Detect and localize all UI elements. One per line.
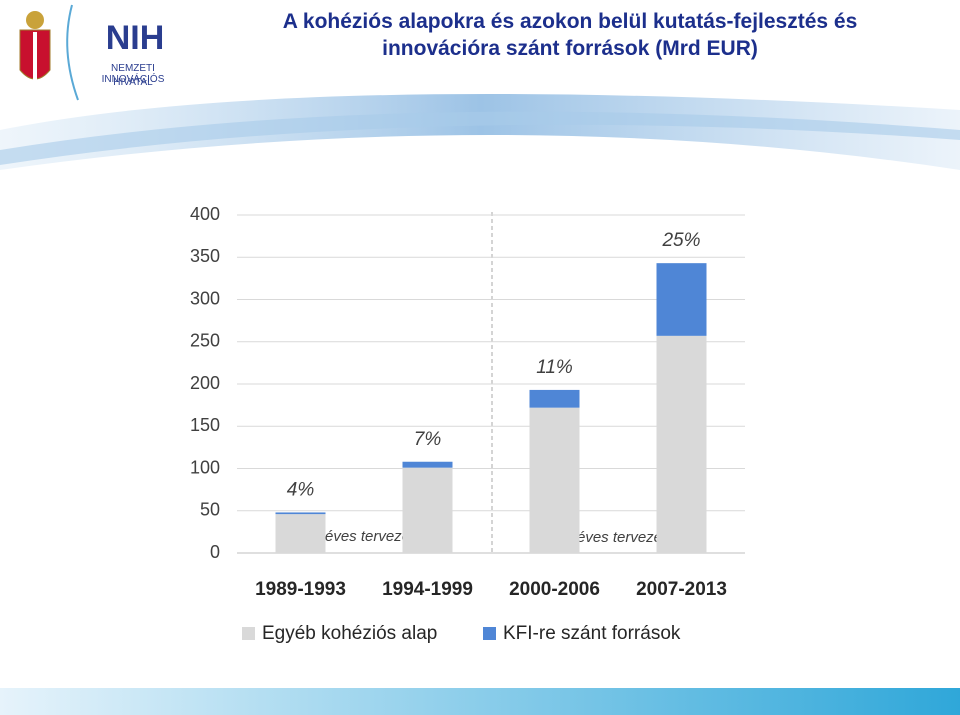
y-tick-label: 300 [190,288,220,308]
y-tick-label: 150 [190,415,220,435]
bar-segment [656,335,707,553]
legend-swatch [483,627,496,640]
header-swoosh [0,94,960,170]
legend-label: KFI-re szánt források [503,623,681,644]
y-tick-label: 350 [190,246,220,266]
bar-segment [529,407,580,553]
legend-label: Egyéb kohéziós alap [262,623,437,644]
y-tick-label: 50 [200,500,220,520]
bar-segment [656,263,707,336]
header-swoosh [0,111,960,165]
bar-label: 7% [414,429,442,450]
y-tick-label: 250 [190,331,220,351]
legend-swatch [242,627,255,640]
y-tick-label: 100 [190,457,220,477]
bar-label: 25% [661,230,700,251]
x-tick-label: 2000-2006 [509,579,600,600]
logo-text: NEMZETI INNOVÁCIÓS [101,63,165,85]
slide-title: A kohéziós alapokra és azokon belül kuta… [282,10,858,60]
y-tick-label: 400 [190,204,220,224]
footer-band [0,688,960,715]
bar-segment [402,461,453,468]
logo-text: HIVATAL [113,77,153,88]
period-note: 5 éves tervezés [312,528,418,545]
x-tick-label: 2007-2013 [636,579,727,600]
bar-label: 11% [536,357,573,378]
coat-of-arms-crown [26,11,44,29]
logo-mark: NIH [106,19,165,57]
bar-segment [275,512,326,515]
bar-segment [275,514,326,553]
bar-segment [529,389,580,408]
y-tick-label: 0 [210,542,220,562]
coat-of-arms [33,32,37,82]
y-tick-label: 200 [190,373,220,393]
x-tick-label: 1994-1999 [382,579,473,600]
logo-arc [66,4,79,101]
bar-segment [402,467,453,553]
x-tick-label: 1989-1993 [255,579,346,600]
period-note: 7 éves tervezés [564,529,670,546]
bar-label: 4% [287,479,315,500]
